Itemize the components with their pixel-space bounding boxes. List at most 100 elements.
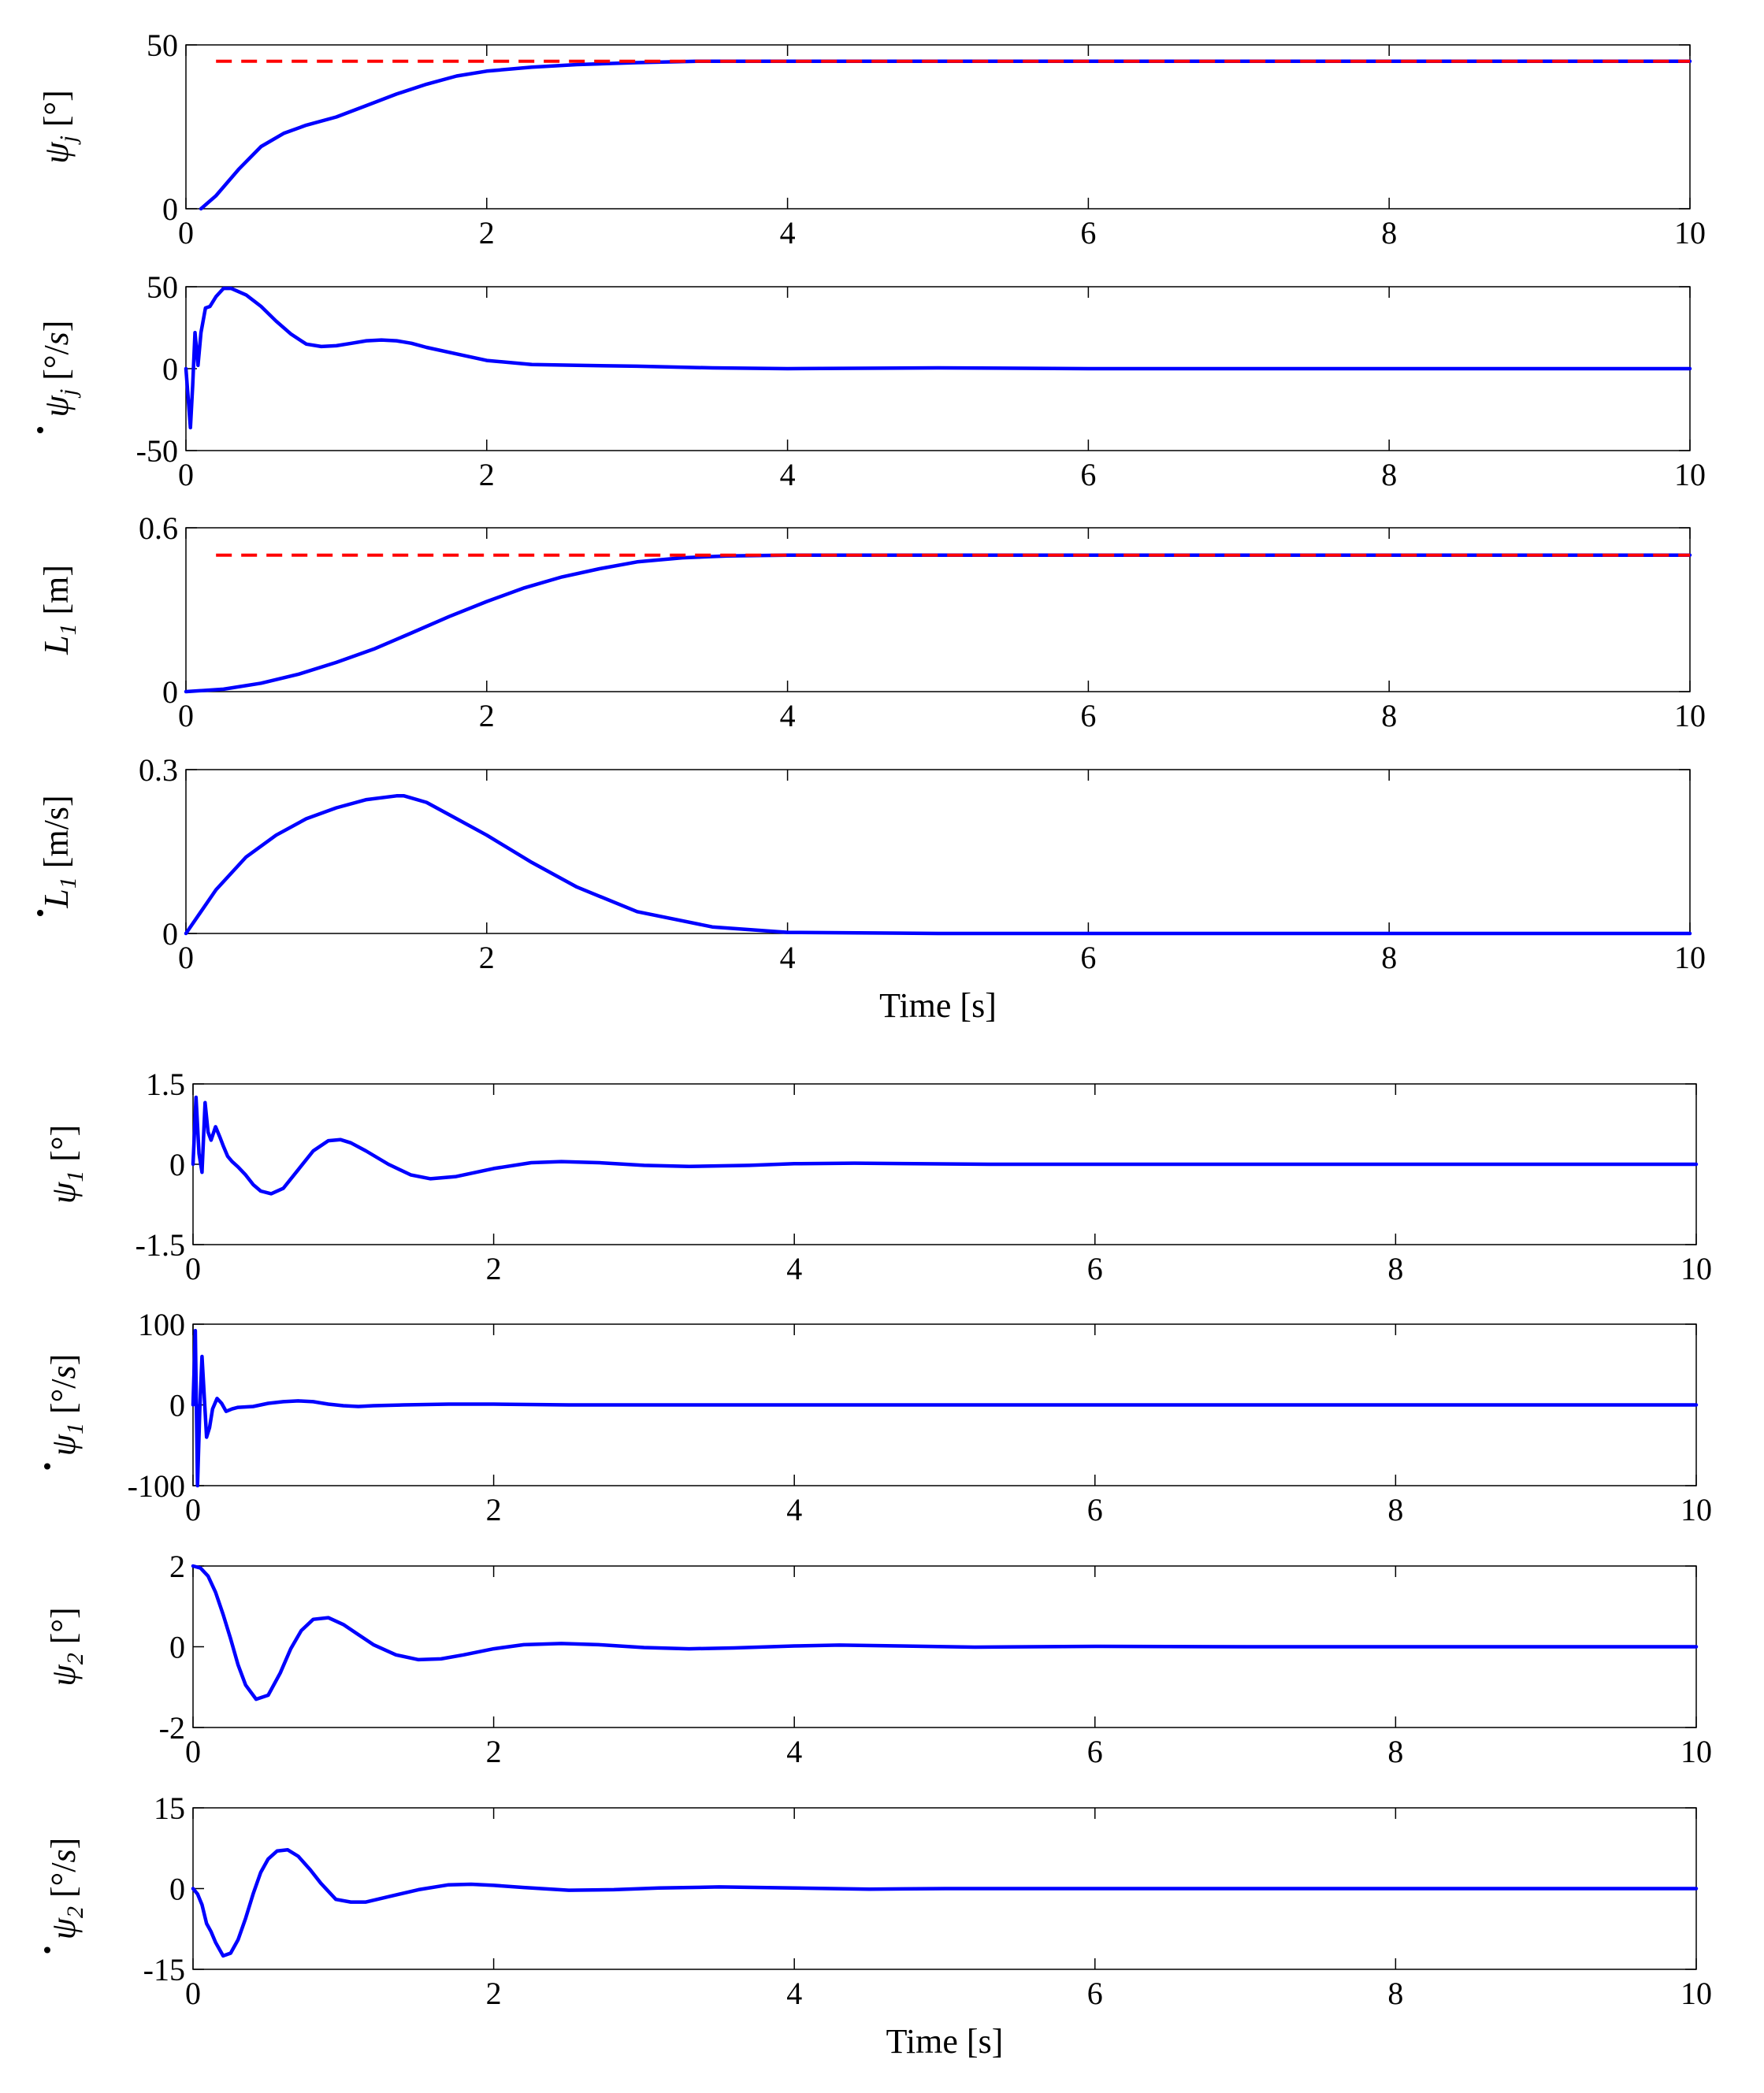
y-axis-unit-part: [°/ xyxy=(44,1862,83,1906)
x-tick-label: 2 xyxy=(479,215,495,250)
y-axis-label: L1 [m/s] xyxy=(37,795,81,908)
x-tick-label: 10 xyxy=(1674,215,1706,250)
y-axis-unit-part: [°] xyxy=(44,1607,83,1653)
y-axis-label: ψ1 [°] xyxy=(44,1125,88,1204)
y-axis-label: ψ2 [°/s] xyxy=(44,1838,88,1940)
y-tick-label: 0.3 xyxy=(139,752,178,788)
x-tick-label: 6 xyxy=(1087,1251,1103,1286)
y-axis-symbol: L xyxy=(37,889,76,908)
y-axis-symbol: ψ xyxy=(37,395,76,417)
y-tick-label: 0 xyxy=(162,191,178,227)
y-axis-symbol: L xyxy=(37,636,76,655)
y-axis-subscript: 2 xyxy=(62,1653,88,1664)
plot-frame xyxy=(185,44,1691,210)
x-tick-label: 6 xyxy=(1080,940,1096,975)
y-axis-unit-part: [°] xyxy=(44,1125,83,1171)
y-tick-label: 0 xyxy=(162,674,178,710)
x-tick-label: 0 xyxy=(185,1251,201,1286)
series-line xyxy=(199,59,1692,211)
y-axis-unit-part: s xyxy=(37,332,76,345)
x-tick-label: 6 xyxy=(1080,698,1096,733)
y-tick-label: 2 xyxy=(169,1549,185,1584)
y-axis-unit-part: [°/ xyxy=(37,345,76,389)
y-axis-dot-accent xyxy=(37,910,43,916)
x-tick-label: 6 xyxy=(1080,457,1096,492)
x-tick-label: 4 xyxy=(786,1251,802,1286)
y-axis-subscript: j xyxy=(55,389,81,399)
x-tick-label: 8 xyxy=(1387,1251,1403,1286)
y-axis-unit-part: ] xyxy=(44,1838,83,1850)
x-tick-label: 0 xyxy=(178,457,194,492)
y-axis-label: L1 [m] xyxy=(37,565,81,655)
x-tick-label: 10 xyxy=(1680,1976,1712,2011)
x-tick-label: 4 xyxy=(786,1492,802,1527)
x-tick-label: 2 xyxy=(479,698,495,733)
x-tick-label: 6 xyxy=(1087,1976,1103,2011)
y-axis-unit-part: ] xyxy=(44,1354,83,1366)
chart-panel-l1: 0 2 4 6 8 10 0 0.6 L1 [m] xyxy=(37,510,1706,733)
x-tick-label: 8 xyxy=(1387,1976,1403,2011)
y-axis-unit-part: s xyxy=(44,1365,83,1379)
x-tick-label: 10 xyxy=(1674,940,1706,975)
chart-panel-l1-dot: 0 2 4 6 8 10 0 0.3 L1 [m/s] Time [s] xyxy=(37,752,1706,1025)
y-tick-label: -15 xyxy=(143,1952,185,1987)
x-tick-label: 10 xyxy=(1680,1734,1712,1769)
x-tick-label: 8 xyxy=(1381,940,1397,975)
y-tick-label: 50 xyxy=(147,269,178,305)
series-line xyxy=(191,1328,1699,1488)
x-tick-label: 0 xyxy=(178,215,194,250)
y-axis-symbol: ψ xyxy=(44,1917,83,1939)
y-axis-label: ψ1 [°/s] xyxy=(44,1354,88,1457)
x-tick-label: 4 xyxy=(786,1976,802,2011)
y-axis-label: ψ2 [°] xyxy=(44,1607,88,1686)
y-tick-label: 50 xyxy=(147,28,178,63)
x-tick-label: 10 xyxy=(1674,457,1706,492)
x-tick-label: 2 xyxy=(479,457,495,492)
x-tick-label: 2 xyxy=(479,940,495,975)
x-tick-label: 10 xyxy=(1680,1251,1712,1286)
y-axis-dot-accent xyxy=(44,1946,50,1954)
x-tick-label: 8 xyxy=(1387,1734,1403,1769)
y-axis-subscript: 2 xyxy=(62,1906,88,1918)
y-axis-subscript: 1 xyxy=(55,624,81,636)
x-tick-label: 0 xyxy=(185,1976,201,2011)
x-tick-label: 0 xyxy=(178,940,194,975)
y-tick-label: 100 xyxy=(138,1307,185,1342)
y-tick-label: 0 xyxy=(169,1630,185,1665)
x-tick-label: 0 xyxy=(185,1492,201,1527)
y-axis-unit-part: [°/ xyxy=(44,1379,83,1423)
y-tick-label: -100 xyxy=(128,1468,185,1504)
x-tick-label: 6 xyxy=(1087,1734,1103,1769)
series-line xyxy=(184,794,1692,936)
chart-panel-psi-1: 0 2 4 6 8 10-1.501.5ψ1 [°] xyxy=(44,1067,1712,1286)
x-tick-label: 8 xyxy=(1381,457,1397,492)
x-tick-label: 8 xyxy=(1381,698,1397,733)
y-axis-symbol: ψ xyxy=(44,1182,83,1204)
y-axis-subscript: j xyxy=(55,135,81,145)
y-tick-label: -1.5 xyxy=(136,1227,185,1263)
x-tick-label: 0 xyxy=(178,698,194,733)
y-axis-subscript: 1 xyxy=(62,1423,88,1434)
y-tick-label: 15 xyxy=(154,1791,185,1826)
x-tick-label: 2 xyxy=(486,1734,502,1769)
x-tick-label: 6 xyxy=(1080,215,1096,250)
x-axis-label: Time [s] xyxy=(879,986,997,1025)
y-axis-unit-part: [°] xyxy=(37,90,76,135)
x-tick-label: 0 xyxy=(185,1734,201,1769)
x-tick-label: 4 xyxy=(780,215,796,250)
y-axis-dot-accent xyxy=(37,427,43,433)
y-tick-label: 0 xyxy=(162,916,178,952)
chart-panel-psi-j: 0 2 4 6 8 10 0 50 ψj [°] xyxy=(37,28,1706,250)
y-axis-subscript: 1 xyxy=(55,877,81,889)
plot-frame xyxy=(185,769,1691,934)
y-axis-symbol: ψ xyxy=(37,142,76,164)
x-tick-label: 10 xyxy=(1674,698,1706,733)
y-axis-unit-part: s xyxy=(44,1849,83,1862)
x-tick-label: 4 xyxy=(780,698,796,733)
y-tick-label: 0.6 xyxy=(139,510,178,546)
series-line xyxy=(184,553,1692,694)
